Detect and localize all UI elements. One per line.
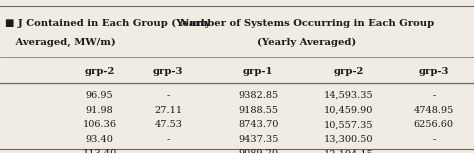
Text: -: - [432,149,435,153]
Text: 113.40: 113.40 [82,149,117,153]
Text: 4748.95: 4748.95 [414,106,454,115]
Text: ■ J Contained in Each Group (Yearly: ■ J Contained in Each Group (Yearly [5,19,210,28]
Text: 9089.20: 9089.20 [238,149,278,153]
Text: 14,593.35: 14,593.35 [324,91,373,100]
Text: 13,194.15: 13,194.15 [324,149,373,153]
Text: 8743.70: 8743.70 [238,120,279,129]
Text: 10,459.90: 10,459.90 [324,106,373,115]
Text: 9188.55: 9188.55 [238,106,278,115]
Text: 96.95: 96.95 [86,91,113,100]
Text: -: - [167,91,170,100]
Text: -: - [167,135,170,144]
Text: 10,557.35: 10,557.35 [324,120,373,129]
Text: -: - [167,149,170,153]
Text: 93.40: 93.40 [86,135,113,144]
Text: -: - [432,91,435,100]
Text: 9437.35: 9437.35 [238,135,279,144]
Text: -: - [432,135,435,144]
Text: 27.11: 27.11 [154,106,182,115]
Text: grp-2: grp-2 [333,67,364,76]
Text: grp-1: grp-1 [243,67,273,76]
Text: grp-2: grp-2 [84,67,115,76]
Text: Number of Systems Occurring in Each Group: Number of Systems Occurring in Each Grou… [180,19,434,28]
Text: 13,300.50: 13,300.50 [324,135,373,144]
Text: (Yearly Averaged): (Yearly Averaged) [257,38,356,47]
Text: 6256.60: 6256.60 [414,120,454,129]
Text: 91.98: 91.98 [86,106,113,115]
Text: 9382.85: 9382.85 [238,91,278,100]
Text: Averaged, MW/m): Averaged, MW/m) [5,38,116,47]
Text: 47.53: 47.53 [154,120,182,129]
Text: 106.36: 106.36 [82,120,117,129]
Text: grp-3: grp-3 [153,67,183,76]
Text: grp-3: grp-3 [419,67,449,76]
